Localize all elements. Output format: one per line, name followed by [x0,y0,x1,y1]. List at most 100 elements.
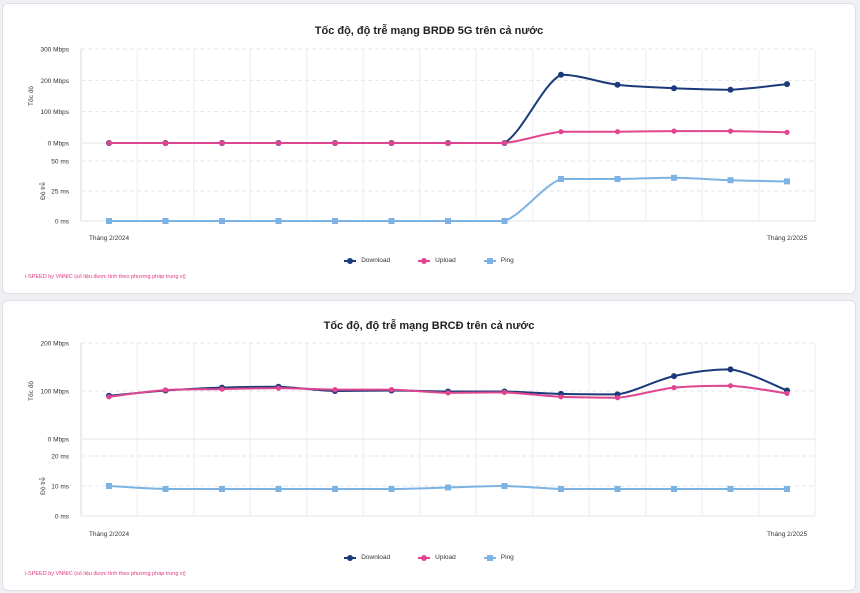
point-ping [671,486,677,492]
point-ping [784,178,790,185]
point-upload [558,394,564,400]
legend-label: Download [361,257,391,264]
y-tick-label: 200 Mbps [40,341,69,348]
point-upload [219,386,225,392]
x-tick-label: Tháng 2/2024 [89,235,130,242]
point-upload [162,140,169,146]
legend-label: Upload [435,554,456,561]
point-download [727,366,734,373]
point-upload [727,128,734,134]
point-upload [501,389,508,395]
point-ping [219,486,225,492]
point-upload [106,394,112,400]
point-ping [275,486,282,492]
point-upload [558,129,564,135]
legend-label: Ping [500,257,514,264]
source-note: i-SPEED by VNNIC (số liệu được tính theo… [25,571,186,577]
point-upload [727,383,734,389]
point-download [558,71,564,78]
point-upload [275,140,282,146]
point-ping [784,486,790,492]
point-upload [614,129,621,135]
y-tick-label: 0 ms [55,219,70,226]
y-tick-label: 0 ms [55,514,70,521]
chart-legend: Download Upload Ping [3,257,855,264]
legend-label: Upload [435,257,456,264]
point-upload [445,140,451,146]
point-upload [219,140,225,146]
point-ping [388,486,395,492]
chart-svg: 0 Mbps 100 Mbps 200 Mbps 0 ms 10 ms 20 ms Tốc … [26,341,816,538]
point-ping [445,218,451,224]
legend-label: Ping [500,554,514,561]
y-axis-label-speed: Tốc độ [26,381,35,401]
x-tick-label: Tháng 2/2024 [89,531,130,538]
point-ping [275,218,282,224]
point-ping [501,218,508,224]
legend-upload[interactable]: Upload [418,554,456,561]
point-upload [388,140,395,146]
y-tick-label: 0 Mbps [48,141,70,148]
point-ping [501,483,508,489]
point-download [671,373,677,380]
series-line-download [109,73,788,144]
x-tick-label: Tháng 2/2025 [767,235,808,242]
series-line-ping [109,176,788,222]
y-tick-label: 20 ms [51,454,69,461]
legend-ping[interactable]: Ping [483,257,514,264]
point-download [784,81,790,88]
point-ping [106,218,112,224]
point-ping [727,486,734,492]
chart-title: Tốc độ, độ trễ mạng BRDĐ 5G trên cả nước [314,25,544,37]
point-ping [219,218,225,224]
x-tick-label: Tháng 2/2025 [767,531,808,538]
legend-ping[interactable]: Ping [483,554,514,561]
point-ping [388,218,395,224]
y-axis-label-ping: Độ trễ [38,477,47,495]
legend-download[interactable]: Download [344,554,390,561]
y-axis-label-speed: Tốc độ [26,86,35,106]
point-ping [106,483,112,489]
y-tick-label: 100 Mbps [40,389,69,396]
chart-card-fixed: Tốc độ, độ trễ mạng BRCĐ trên cả nước 0 … [2,300,856,591]
point-upload [388,387,395,393]
point-download [614,81,621,88]
point-upload [332,140,338,146]
y-tick-label: 50 ms [51,159,69,166]
y-tick-label: 10 ms [51,484,69,491]
point-upload [332,387,338,393]
point-download [727,86,734,93]
chart-card-5g: Tốc độ, độ trễ mạng BRDĐ 5G trên cả nước… [2,3,856,294]
point-ping [614,486,621,492]
point-upload [275,385,282,391]
y-tick-label: 200 Mbps [40,78,69,85]
point-ping [332,486,338,492]
point-ping [727,177,734,184]
point-upload [106,140,112,146]
y-tick-label: 100 Mbps [40,109,69,116]
point-upload [671,128,677,134]
point-ping [614,176,621,182]
point-upload [162,387,169,393]
point-upload [614,395,621,401]
point-upload [501,140,508,146]
point-ping [671,174,677,181]
point-ping [558,176,564,182]
y-tick-label: 25 ms [51,189,69,196]
point-ping [162,218,169,224]
legend-upload[interactable]: Upload [418,257,456,264]
point-ping [558,486,564,492]
y-axis-label-ping: Độ trễ [38,182,47,200]
chart-svg: 0 Mbps 100 Mbps 200 Mbps 300 Mbps 0 ms 25 ms 5… [26,47,816,242]
point-ping [445,484,451,491]
point-upload [445,390,451,396]
point-upload [671,385,677,391]
point-upload [784,390,790,396]
chart-title: Tốc độ, độ trễ mạng BRCĐ trên cả nước [323,320,535,332]
source-note: i-SPEED by VNNIC (số liệu được tính theo… [25,274,186,280]
point-ping [332,218,338,224]
point-upload [784,129,790,135]
point-ping [162,486,169,492]
point-download [671,85,677,92]
legend-download[interactable]: Download [344,257,390,264]
